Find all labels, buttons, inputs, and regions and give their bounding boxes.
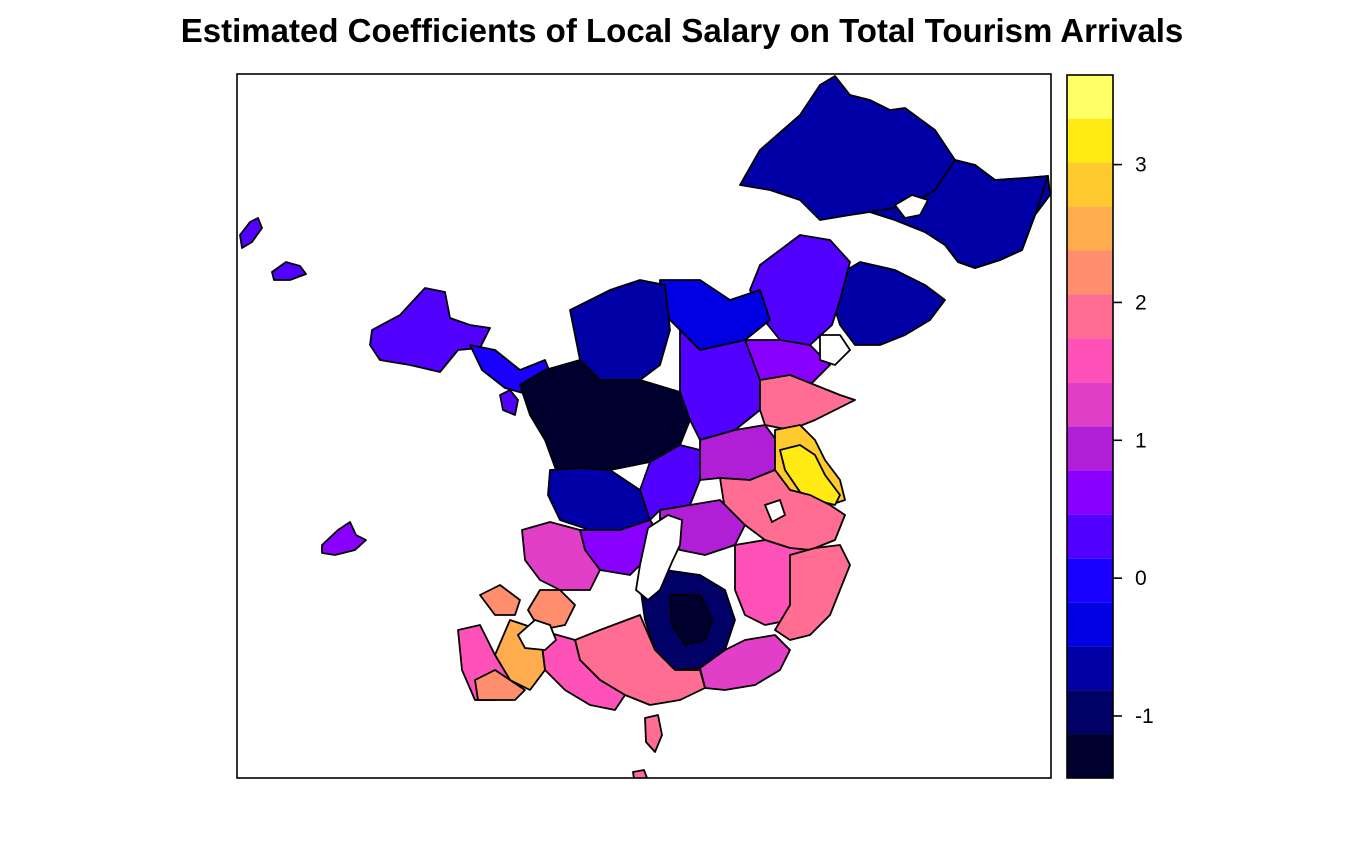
no-data-area-central: [635, 514, 683, 602]
legend-swatch: [1067, 470, 1113, 515]
region-island-west: [239, 217, 263, 249]
legend-swatch: [1067, 558, 1113, 603]
region-hainan: [644, 714, 663, 753]
region-xinjiang-west: [369, 287, 491, 373]
region-yunnan-north: [527, 589, 576, 631]
legend-tick-label: -1: [1135, 705, 1154, 728]
legend-tick-label: 0: [1135, 567, 1147, 590]
region-island-small: [271, 261, 307, 281]
region-northeast-inner: [869, 159, 1049, 269]
legend-swatch: [1067, 734, 1113, 778]
legend-swatch: [1067, 250, 1113, 295]
region-sichuan-north: [547, 467, 651, 531]
legend-tick-label: 1: [1135, 429, 1147, 452]
legend-swatch: [1067, 118, 1113, 163]
no-data-area-small-1: [763, 498, 787, 524]
region-lake-patch: [499, 389, 519, 416]
region-hunan-deep: [669, 594, 713, 646]
region-yunnan-south: [474, 669, 526, 701]
no-data-areas: [516, 194, 930, 651]
region-map: [239, 75, 1051, 778]
legend-swatch: [1067, 602, 1113, 647]
map-panel-border: [236, 73, 1052, 779]
legend-swatch: [1067, 426, 1113, 471]
region-shaanxi-shanxi: [679, 329, 761, 441]
legend-swatch: [1067, 646, 1113, 691]
region-inner-mongolia-east: [749, 234, 851, 346]
region-sichuan-southwest: [521, 521, 601, 591]
color-legend: [1066, 74, 1114, 779]
legend-swatch: [1067, 206, 1113, 251]
region-fujian: [774, 544, 851, 641]
region-shandong: [759, 374, 856, 431]
legend-swatch: [1067, 162, 1113, 207]
legend-swatch: [1067, 382, 1113, 427]
region-tibet-west: [321, 521, 367, 556]
legend-swatch: [1067, 690, 1113, 735]
region-north-strip: [659, 279, 771, 351]
region-south-islet: [632, 769, 648, 778]
no-data-area-northeast-gap: [893, 194, 930, 219]
region-liaoning: [829, 261, 946, 346]
legend-border: [1066, 74, 1114, 779]
legend-tick-label: 2: [1135, 291, 1147, 314]
region-guangxi-west: [539, 629, 626, 711]
color-legend-ticks: -1 0 1 2 3: [1113, 154, 1154, 728]
region-yangtze-delta: [779, 444, 841, 506]
chart-title: Estimated Coefficients of Local Salary o…: [180, 12, 1184, 49]
no-data-area-southwest: [516, 618, 558, 651]
legend-swatch: [1067, 338, 1113, 383]
legend-tick-label: 3: [1135, 154, 1147, 177]
legend-swatch: [1067, 514, 1113, 559]
legend-swatch: [1067, 75, 1113, 119]
no-data-area-bohai: [819, 334, 852, 367]
region-yunnan-northwest: [479, 584, 521, 616]
legend-swatch: [1067, 294, 1113, 339]
